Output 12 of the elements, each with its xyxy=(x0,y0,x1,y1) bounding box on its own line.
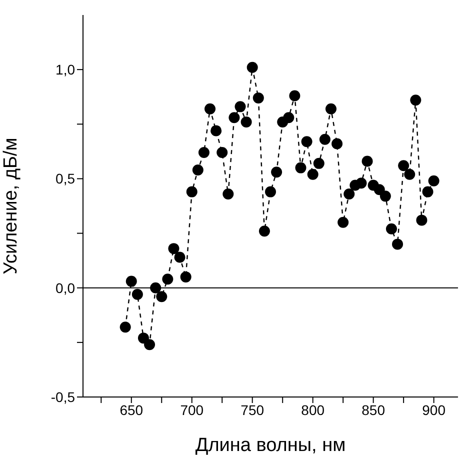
y-axis-title: Усиление, дБ/м xyxy=(0,138,22,274)
x-tick-label: 750 xyxy=(240,402,264,418)
x-tick-label: 700 xyxy=(180,402,204,418)
y-tick-label: 0,0 xyxy=(56,280,76,296)
x-tick-label: 850 xyxy=(362,402,386,418)
y-tick-label: -0,5 xyxy=(50,388,76,405)
y-tick-label: 0,5 xyxy=(56,170,76,187)
x-axis-title: Длина волны, нм xyxy=(195,435,346,455)
y-tick-label: 1,0 xyxy=(56,62,76,78)
x-tick-label: 800 xyxy=(301,402,325,418)
x-tick-label: 650 xyxy=(120,402,144,418)
x-tick-label: 900 xyxy=(422,402,446,418)
